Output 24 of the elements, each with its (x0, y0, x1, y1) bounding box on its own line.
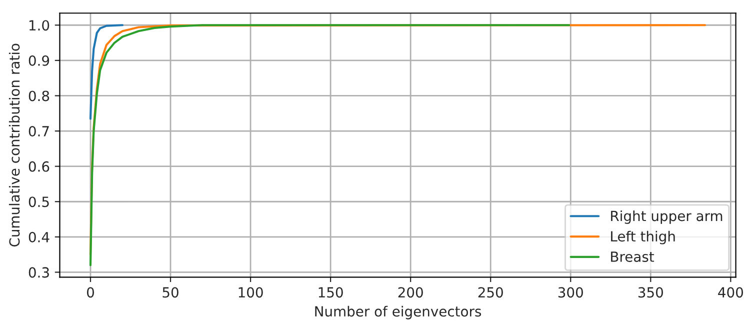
x-tick-label: 400 (718, 287, 744, 298)
y-tick-label: 0.8 (28, 90, 50, 102)
y-tick-label: 0.3 (28, 267, 49, 278)
line-series (89, 24, 570, 266)
x-tick-label: 0 (86, 287, 94, 298)
x-tick-label: 250 (478, 287, 503, 298)
legend-label: Left thigh (611, 230, 675, 244)
legend-label: Breast (611, 252, 654, 262)
x-tick-label: 200 (398, 287, 423, 298)
x-tick-label: 300 (558, 287, 583, 298)
x-axis-title: Number of eigenvectors (315, 306, 482, 320)
y-tick-label: 0.6 (28, 161, 50, 172)
y-tick-label: 1.0 (29, 20, 50, 31)
y-tick-label: 0.5 (28, 196, 49, 208)
y-axis-title: Cumulative contribution ratio (8, 44, 20, 247)
x-tick-label: 50 (162, 287, 178, 298)
x-tick-label: 100 (238, 287, 263, 298)
y-tick-label: 0.7 (28, 126, 49, 136)
y-tick-label: 0.9 (28, 55, 50, 66)
x-tick-label: 150 (318, 287, 343, 298)
y-tick-label: 0.4 (28, 232, 50, 242)
line-series (89, 24, 124, 120)
legend-label: Right upper arm (611, 210, 722, 224)
x-tick-label: 350 (638, 287, 663, 298)
